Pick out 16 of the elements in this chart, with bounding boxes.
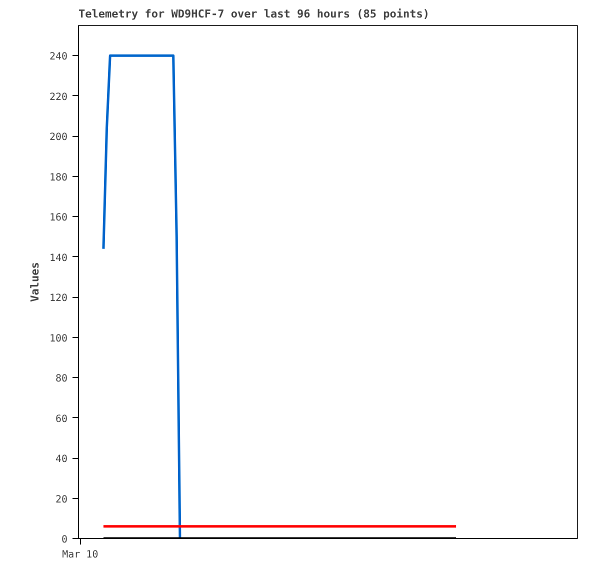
y-tick-label: 120 bbox=[49, 293, 68, 304]
y-tick-label: 60 bbox=[55, 414, 68, 425]
y-tick-label: 20 bbox=[55, 494, 68, 506]
y-tick-label: 200 bbox=[49, 132, 68, 144]
y-axis-title: Values bbox=[28, 262, 42, 302]
x-tick-label: Mar 10 bbox=[62, 550, 98, 560]
y-tick-label: 180 bbox=[49, 172, 68, 184]
y-tick-label: 240 bbox=[49, 52, 68, 63]
y-tick-label: 100 bbox=[49, 333, 68, 344]
y-tick-label: 80 bbox=[55, 374, 68, 385]
y-tick-label: 220 bbox=[49, 92, 68, 103]
y-tick-label: 40 bbox=[55, 454, 68, 466]
chart-title: Telemetry for WD9HCF-7 over last 96 hours (85 points) bbox=[78, 8, 430, 20]
y-tick-label: 140 bbox=[49, 252, 68, 264]
y-tick-label: 0 bbox=[61, 534, 68, 546]
y-tick-label: 160 bbox=[49, 212, 68, 224]
